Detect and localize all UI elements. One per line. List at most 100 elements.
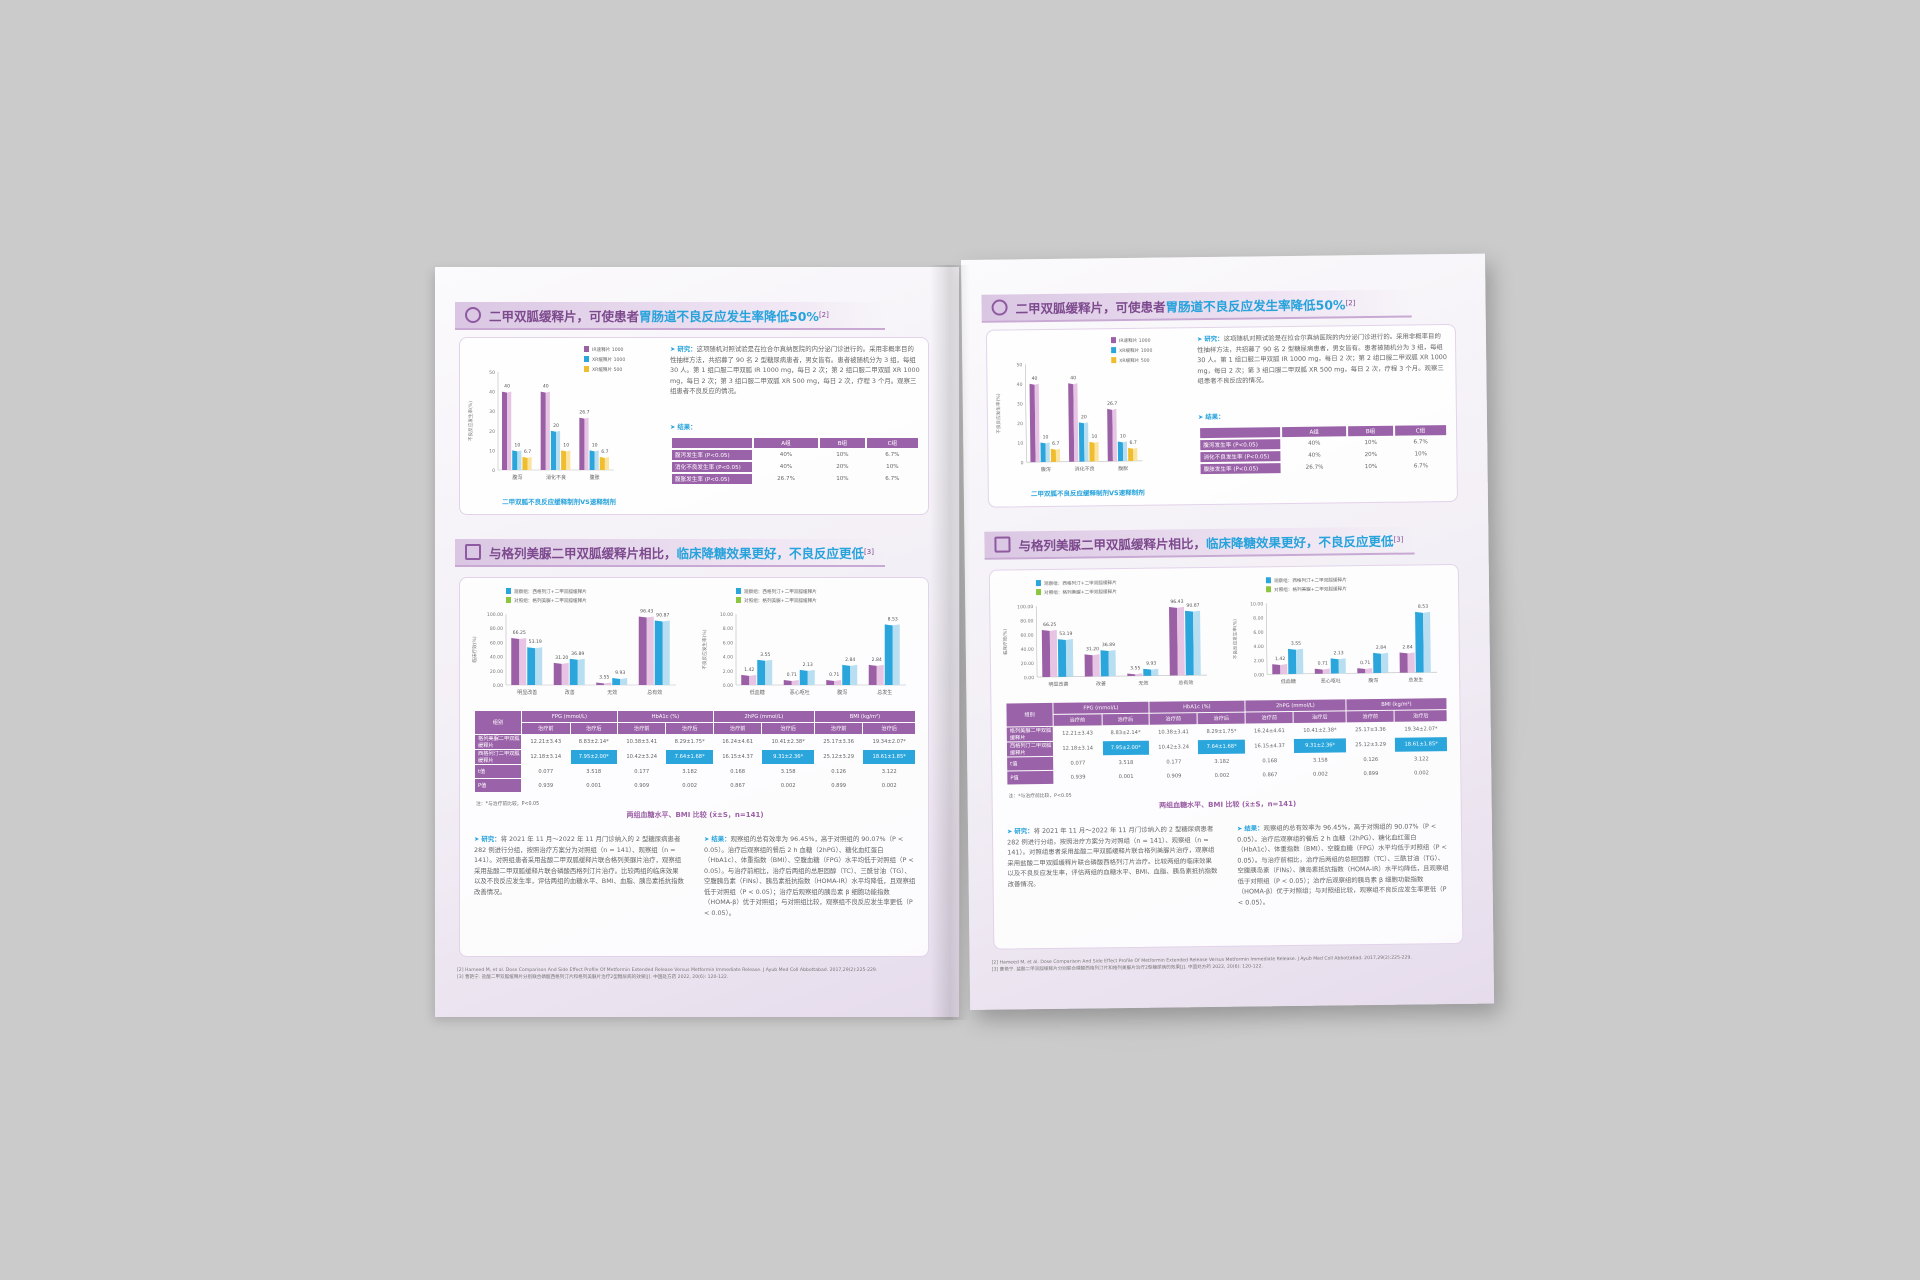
table-cell: 7.95±2.00*	[570, 750, 617, 764]
legend-swatch	[1266, 586, 1272, 593]
table-subheader: 治疗后	[1394, 710, 1447, 722]
bar	[1373, 652, 1382, 673]
section2-title: 与格列美脲二甲双胍缓释片相比，	[1018, 535, 1207, 553]
data-label: 36.89	[571, 651, 584, 657]
table-cell: 10.41±2.38*	[1303, 727, 1337, 734]
table-subheader: 治疗后	[570, 723, 617, 734]
table-header	[672, 438, 752, 448]
row-label: 消化不良发生率 (P<0.05)	[1200, 451, 1281, 463]
x-tick-label: 明显改善	[517, 689, 537, 696]
y-tick-label: 20.00	[490, 669, 503, 675]
data-label: 3.55	[599, 674, 609, 680]
table-cell: 12.18±3.14	[530, 754, 562, 760]
bar-side	[1365, 667, 1373, 674]
table-cell: 12.21±3.43	[530, 739, 562, 745]
bar-top	[1078, 420, 1089, 424]
bar-side	[604, 682, 612, 685]
side-effect-table: A组 B组 C组 腹泻发生率 (P<0.05) 40% 10% 6.7% 消化不良发生率 (P…	[670, 436, 920, 486]
bar-top	[1107, 406, 1117, 410]
data-label: 53.19	[529, 639, 542, 645]
data-label: 40	[1032, 376, 1038, 382]
table-cell: 16.24±4.61	[1253, 728, 1285, 735]
bar-top	[638, 614, 654, 618]
table-cell: 0.867	[1262, 771, 1278, 778]
table-cell: 0.939	[1070, 774, 1086, 781]
bar	[783, 679, 792, 685]
bar-top	[1089, 439, 1099, 443]
table-group-header: 2hPG (mmol/L)	[1245, 699, 1346, 712]
legend-label: 对照组：格列美脲+二甲双胍缓释片	[1044, 588, 1117, 596]
y-tick-label: 100.00	[1017, 604, 1033, 610]
x-tick-label: 腹泻	[512, 474, 522, 481]
table-cell: 0.899	[1363, 770, 1379, 777]
y-tick-label: 50	[1016, 362, 1022, 368]
table-cell: 3.182	[682, 768, 698, 775]
bar-top	[1029, 381, 1039, 385]
data-label: 10	[1120, 433, 1126, 439]
bar-side	[556, 430, 561, 470]
section1-result-label: ➤ 结果：	[1198, 412, 1225, 423]
bar-side	[1049, 629, 1058, 677]
bar	[1128, 447, 1134, 461]
legend-swatch	[584, 366, 589, 372]
bar-side	[807, 669, 815, 685]
y-tick-label: 10.00	[1250, 601, 1263, 607]
data-label: 40	[543, 384, 549, 390]
legend-swatch	[1111, 357, 1117, 364]
arrow-icon: ➤	[474, 835, 482, 843]
x-tick-label: 总发生	[877, 689, 892, 696]
bar-side	[1094, 441, 1099, 462]
table-subheader: 治疗后	[863, 723, 915, 734]
table-cell: 40%	[1308, 452, 1321, 459]
study-text: 这项随机对照试验是在拉合尔真纳医院的内分泌门诊进行的。采用非概率目的性抽样方法，…	[1197, 332, 1447, 386]
bar-top	[1084, 652, 1100, 656]
bar-side	[517, 450, 522, 470]
table-subheader: 治疗后	[762, 723, 814, 734]
table-cell: 26.7%	[777, 476, 795, 482]
legend-swatch	[584, 346, 589, 352]
y-tick-label: 8.00	[1253, 616, 1263, 622]
table-cell: 6.7%	[1413, 439, 1428, 446]
y-tick-label: 4.00	[1253, 644, 1263, 650]
table-group-header: FPG (mmol/L)	[522, 711, 617, 722]
section2-title: 与格列美脲二甲双胍缓释片相比，	[489, 545, 677, 561]
bar-top	[527, 645, 543, 649]
table-row: 腹泻发生率 (P<0.05) 40% 10% 6.7%	[1200, 437, 1446, 451]
bar-top	[1127, 671, 1143, 675]
side-effect-table: A组 B组 C组 腹泻发生率 (P<0.05) 40% 10% 6.7% 消化不良发生率 (P…	[1198, 423, 1449, 476]
y-tick-label: 6.00	[1253, 630, 1263, 636]
bar-side	[1092, 654, 1100, 677]
bar-top	[596, 680, 612, 684]
table-subheader: 治疗前	[1245, 711, 1294, 724]
data-label: 9.93	[615, 670, 625, 676]
y-tick-label: 4.00	[723, 655, 733, 661]
legend-swatch	[1035, 580, 1041, 587]
table-cell: 0.177	[1166, 758, 1182, 766]
table-subheader: 治疗前	[522, 723, 570, 734]
bar-side	[545, 391, 550, 470]
bar-side	[1151, 668, 1159, 676]
section1-study: ➤ 研究：这项随机对照试验是在拉合尔真纳医院的内分泌门诊进行的。采用非概率目的性…	[1197, 331, 1448, 387]
x-tick-label: 总发生	[1408, 676, 1423, 683]
bar-top	[1272, 662, 1288, 666]
x-tick-label: 总有效	[647, 689, 662, 696]
bar-top	[799, 667, 815, 671]
x-tick-label: 消化不良	[1075, 465, 1095, 472]
bar-side	[1122, 441, 1128, 462]
bar-side	[1108, 649, 1116, 677]
bar	[842, 664, 851, 685]
y-tick-label: 0	[492, 468, 495, 474]
table-header: B组	[1348, 425, 1393, 437]
section2-ref: [3]	[1393, 535, 1404, 544]
table-cell: 8.83±2.14*	[578, 739, 609, 745]
data-label: 20	[1081, 414, 1087, 420]
bar-top	[1330, 656, 1346, 660]
legend-label: XR缓释片 1000	[1119, 347, 1152, 354]
data-label: 31.20	[555, 655, 568, 661]
table-cell: 18.61±1.85*	[863, 750, 915, 764]
bar	[1089, 441, 1095, 462]
bar	[589, 450, 595, 470]
bar-side	[594, 450, 599, 470]
bar	[1288, 648, 1297, 675]
section1-title: 二甲双胍缓释片，可使患者	[1015, 299, 1166, 316]
